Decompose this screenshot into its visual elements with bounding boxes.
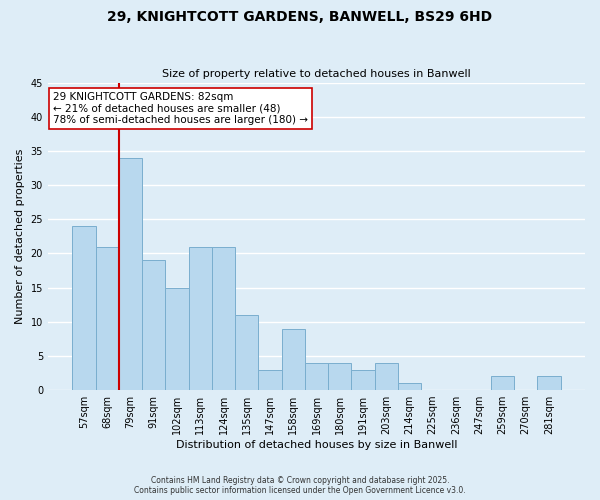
- Bar: [235, 315, 259, 390]
- Bar: [374, 362, 398, 390]
- Bar: [328, 362, 352, 390]
- Bar: [166, 288, 188, 390]
- Bar: [352, 370, 374, 390]
- Bar: [538, 376, 560, 390]
- Bar: [119, 158, 142, 390]
- Bar: [259, 370, 281, 390]
- Bar: [305, 362, 328, 390]
- Text: Contains HM Land Registry data © Crown copyright and database right 2025.
Contai: Contains HM Land Registry data © Crown c…: [134, 476, 466, 495]
- Bar: [95, 246, 119, 390]
- Bar: [281, 328, 305, 390]
- Bar: [188, 246, 212, 390]
- Bar: [212, 246, 235, 390]
- Bar: [142, 260, 166, 390]
- Bar: [398, 383, 421, 390]
- Y-axis label: Number of detached properties: Number of detached properties: [15, 148, 25, 324]
- Text: 29, KNIGHTCOTT GARDENS, BANWELL, BS29 6HD: 29, KNIGHTCOTT GARDENS, BANWELL, BS29 6H…: [107, 10, 493, 24]
- Title: Size of property relative to detached houses in Banwell: Size of property relative to detached ho…: [162, 69, 471, 79]
- Bar: [73, 226, 95, 390]
- Bar: [491, 376, 514, 390]
- X-axis label: Distribution of detached houses by size in Banwell: Distribution of detached houses by size …: [176, 440, 457, 450]
- Text: 29 KNIGHTCOTT GARDENS: 82sqm
← 21% of detached houses are smaller (48)
78% of se: 29 KNIGHTCOTT GARDENS: 82sqm ← 21% of de…: [53, 92, 308, 125]
